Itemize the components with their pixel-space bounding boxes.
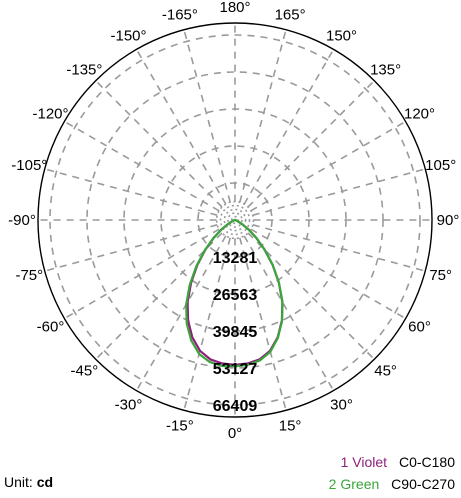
grid-spoke	[250, 121, 405, 212]
angle-tick-label: -45°	[71, 363, 99, 380]
grid-spoke	[247, 81, 374, 208]
angle-tick-label: 105°	[425, 157, 456, 174]
angle-tick-label: 135°	[370, 61, 401, 78]
angle-tick-label: -105°	[11, 157, 47, 174]
radial-tick-label: 66409	[213, 398, 258, 415]
grid-spoke	[46, 224, 218, 272]
grid-spoke	[65, 228, 220, 319]
angle-tick-label: -75°	[15, 267, 43, 284]
angle-tick-label: -30°	[115, 397, 143, 414]
grid-ring	[86, 71, 384, 369]
legend-violet-label: 1 Violet	[341, 454, 391, 470]
grid-ring	[230, 215, 240, 225]
angle-tick-label: -165°	[162, 6, 198, 23]
grid-spoke	[96, 81, 223, 208]
grid-spoke	[183, 237, 231, 409]
legend-item-green: 2 Green C90-C270	[329, 476, 455, 492]
legend-violet-number: 1	[340, 454, 349, 470]
angle-tick-label: 75°	[429, 267, 452, 284]
grid-spoke	[65, 121, 220, 212]
legend-violet-series: C0-C180	[398, 454, 455, 470]
grid-spoke	[243, 50, 334, 205]
outer-circle	[37, 22, 433, 418]
legend-item-violet: 1 Violet C0-C180	[341, 454, 455, 470]
angle-tick-labels: 180° 165°150°135°120°105°90°75°60°45°30°1…	[8, 0, 459, 442]
radial-tick-labels: 13281 26563 39845 53127 66409	[213, 250, 258, 415]
radial-tick-label: 26563	[213, 287, 258, 304]
angle-tick-label: -150°	[110, 28, 146, 45]
grid-spoke	[46, 168, 218, 216]
unit-line: Unit: cd	[4, 474, 53, 490]
grid-spoke	[239, 31, 287, 203]
angle-tick-label: 30°	[330, 397, 353, 414]
grid-spoke	[136, 50, 227, 205]
angle-tick-label: 0°	[228, 425, 242, 442]
angle-tick-label: -15°	[166, 418, 194, 435]
series-layer	[185, 218, 284, 368]
grid-spoke	[183, 31, 231, 203]
grid-spoke	[252, 224, 424, 272]
unit-value: cd	[36, 474, 54, 490]
legend-violet-color-name: Violet	[352, 454, 388, 470]
angle-tick-label: 180°	[219, 0, 250, 16]
grid-spoke	[250, 228, 405, 319]
angle-tick-label: -135°	[66, 61, 102, 78]
legend-green-series: C90-C270	[391, 476, 455, 492]
unit-label: Unit:	[4, 474, 33, 490]
grid-spoke	[96, 232, 223, 359]
angle-tick-label: -120°	[32, 106, 68, 123]
radial-tick-label: 53127	[213, 361, 258, 378]
legend-green-number: 2	[328, 476, 337, 492]
radial-tick-label: 13281	[213, 250, 258, 267]
angle-tick-label: 15°	[279, 418, 302, 435]
grid-ring	[219, 204, 251, 236]
grid-ring	[223, 208, 247, 232]
grid-ring	[49, 34, 421, 406]
angle-tick-label: 45°	[374, 363, 397, 380]
grid-spoke	[252, 168, 424, 216]
polar-chart: 13281 26563 39845 53127 66409 180° 165° 150° 13…	[8, 0, 459, 442]
angle-tick-label: 120°	[404, 106, 435, 123]
grid-spoke	[243, 235, 334, 390]
grid-spoke	[247, 232, 374, 359]
grid-spoke	[239, 237, 287, 409]
legend-green-label: 2 Green	[329, 476, 384, 492]
angle-tick-label: 165°	[275, 6, 306, 23]
angle-tick-label: -60°	[37, 319, 65, 336]
angle-tick-label: -90°	[8, 212, 36, 229]
angle-tick-label: 90°	[437, 212, 460, 229]
series-curve-green	[185, 218, 284, 368]
angle-tick-label: 60°	[408, 319, 431, 336]
grid-ring	[227, 212, 243, 228]
polar-grid	[37, 22, 433, 418]
grid-spoke	[136, 235, 227, 390]
angle-tick-label: 150°	[326, 28, 357, 45]
radial-tick-label: 39845	[213, 324, 258, 341]
legend-green-color-name: Green	[340, 476, 380, 492]
